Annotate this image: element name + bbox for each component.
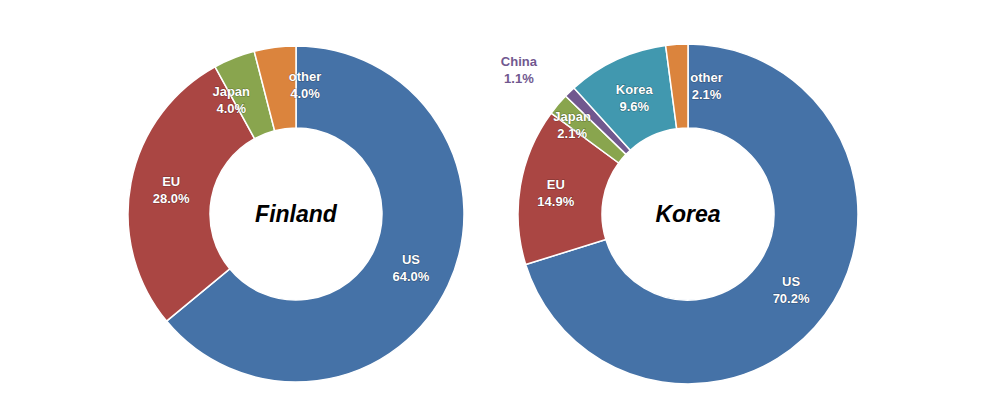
slice-label: EU bbox=[547, 177, 565, 192]
slice-value-label: 14.9% bbox=[537, 194, 574, 209]
slice-label: Japan bbox=[553, 109, 591, 124]
slice-label: US bbox=[402, 252, 420, 267]
labels: US 70.2% EU 14.9% Japan 2.1% China 1.1% Korea 9.6… bbox=[501, 54, 810, 306]
slice-label: China bbox=[501, 54, 538, 69]
slice-value-label: 4.0% bbox=[290, 86, 320, 101]
slice-value-label: 70.2% bbox=[773, 291, 810, 306]
chart-title: Korea bbox=[655, 201, 720, 227]
donut-chart bbox=[518, 44, 858, 384]
slice-value-label: 1.1% bbox=[504, 71, 534, 86]
chart-canvas: US64.0%EU28.0%Japan4.0%other4.0%FinlandU… bbox=[0, 0, 988, 404]
slice-label: US bbox=[782, 274, 800, 289]
chart-title: Finland bbox=[255, 201, 338, 227]
slice-label: Korea bbox=[616, 82, 654, 97]
donut-slice bbox=[666, 44, 688, 129]
slice-label: other bbox=[289, 69, 322, 84]
slice-value-label: 4.0% bbox=[216, 101, 246, 116]
donut-slice bbox=[128, 67, 255, 321]
labels: US 64.0% EU 28.0% Japan 4.0% other 4.0% Finland bbox=[153, 69, 430, 284]
slice-value-label: 28.0% bbox=[153, 191, 190, 206]
donut-chart bbox=[128, 46, 464, 382]
donut-slice bbox=[574, 45, 677, 150]
slice-value-label: 2.1% bbox=[692, 87, 722, 102]
slice-label: Japan bbox=[212, 84, 250, 99]
slice-value-label: 2.1% bbox=[557, 126, 587, 141]
slice-label: EU bbox=[162, 174, 180, 189]
slice-label: other bbox=[690, 70, 723, 85]
slice-value-label: 64.0% bbox=[392, 269, 429, 284]
slice-value-label: 9.6% bbox=[619, 99, 649, 114]
